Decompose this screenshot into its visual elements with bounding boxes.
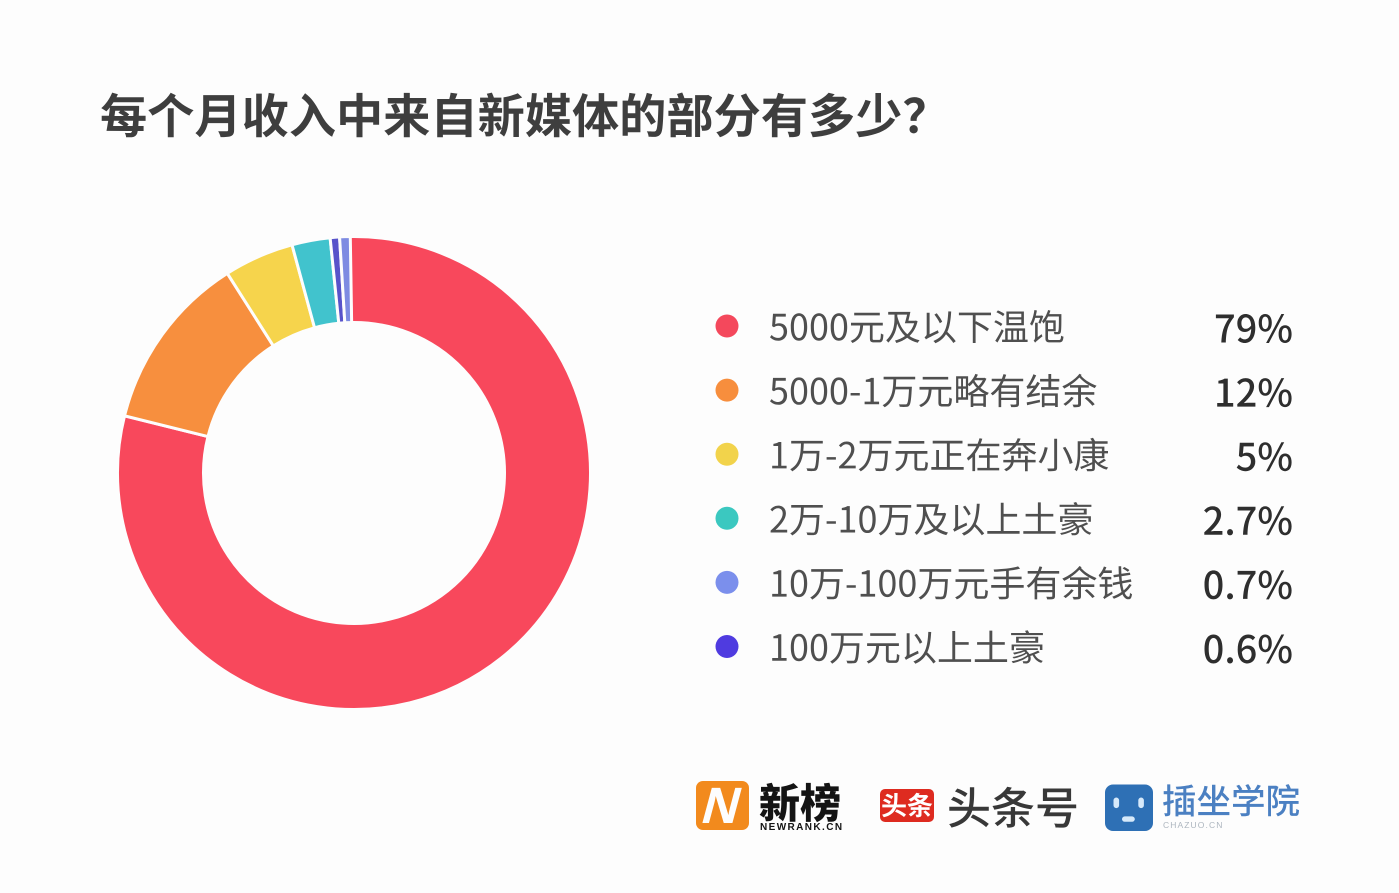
svg-text:CHAZUO.CN: CHAZUO.CN xyxy=(1163,820,1223,830)
svg-text:NEWRANK.CN: NEWRANK.CN xyxy=(760,822,843,833)
